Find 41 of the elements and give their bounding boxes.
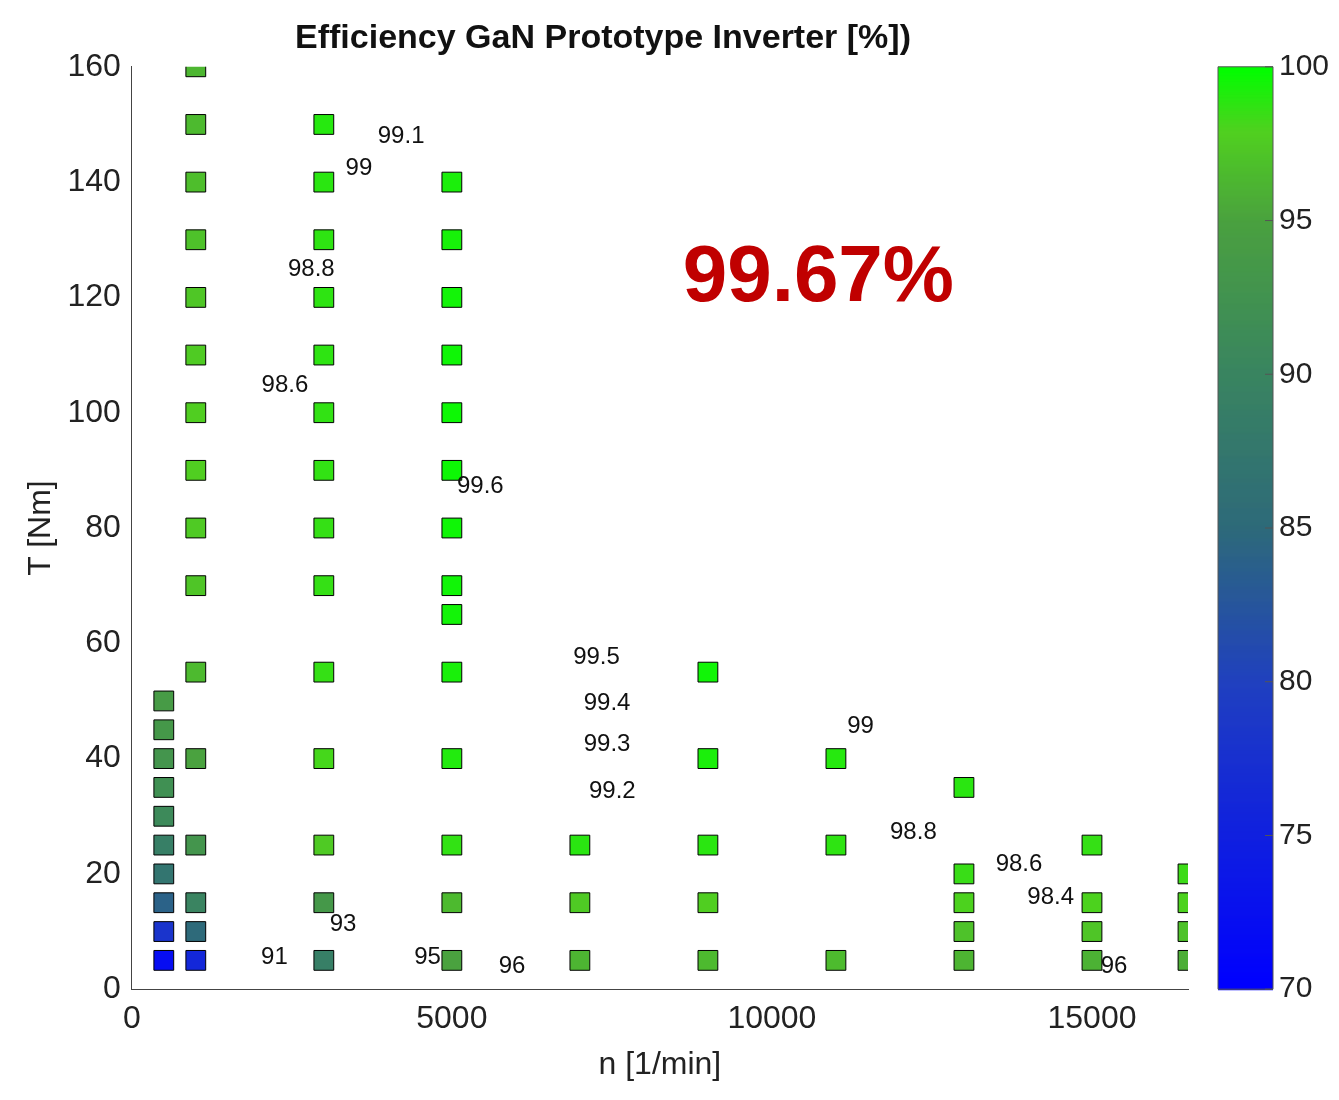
annotation: 99.1 [377, 120, 425, 148]
annotation: 99 [345, 152, 373, 180]
annotation: 98.6 [995, 849, 1043, 877]
y-tick-label: 60 [85, 623, 121, 660]
annotation: 93 [329, 909, 357, 937]
annotation: 99 [847, 710, 874, 738]
y-axis-title: T [Nm] [21, 480, 58, 576]
y-tick-label: 20 [85, 853, 121, 890]
y-tick-label: 100 [67, 392, 121, 429]
annotation: 98.4 [1027, 881, 1075, 909]
y-tick-label: 160 [67, 46, 121, 83]
x-tick-label: 15000 [1047, 999, 1137, 1036]
annotation: 98.8 [287, 254, 335, 282]
y-tick-label: 0 [102, 969, 121, 1006]
annotation: 95 [414, 941, 441, 969]
color-bar-label: 75 [1279, 816, 1313, 850]
x-tick-label: 10000 [727, 999, 817, 1036]
annotation: 91 [261, 941, 288, 969]
annotation: 99.3 [583, 729, 631, 757]
annotation: 98.8 [890, 817, 937, 845]
chart-title: Efficiency GaN Prototype Inverter [%]) [295, 16, 911, 55]
color-bar-label: 100 [1279, 48, 1330, 82]
color-bar-label: 70 [1279, 970, 1313, 1004]
annotation: 99.5 [573, 641, 620, 669]
x-axis-title: n [1/min] [598, 1044, 722, 1081]
y-tick-label: 40 [85, 738, 121, 775]
color-bar-label: 90 [1279, 355, 1313, 389]
y-tick-label: 120 [67, 277, 121, 314]
annotation: 99.6 [456, 471, 504, 499]
annotation: 96 [1100, 950, 1128, 978]
annotation: 98.6 [261, 369, 309, 397]
color-bar-label: 95 [1279, 201, 1313, 235]
annotation: 99.67% [682, 229, 954, 319]
annotation: 99.2 [589, 775, 636, 803]
annotation: 99.4 [583, 687, 631, 715]
annotation: 96 [498, 950, 526, 978]
x-tick-label: 5000 [416, 999, 488, 1036]
color-bar-label: 80 [1279, 663, 1313, 696]
y-tick-label: 80 [85, 507, 121, 544]
y-tick-label: 140 [67, 161, 121, 198]
color-bar-label: 85 [1279, 509, 1313, 543]
